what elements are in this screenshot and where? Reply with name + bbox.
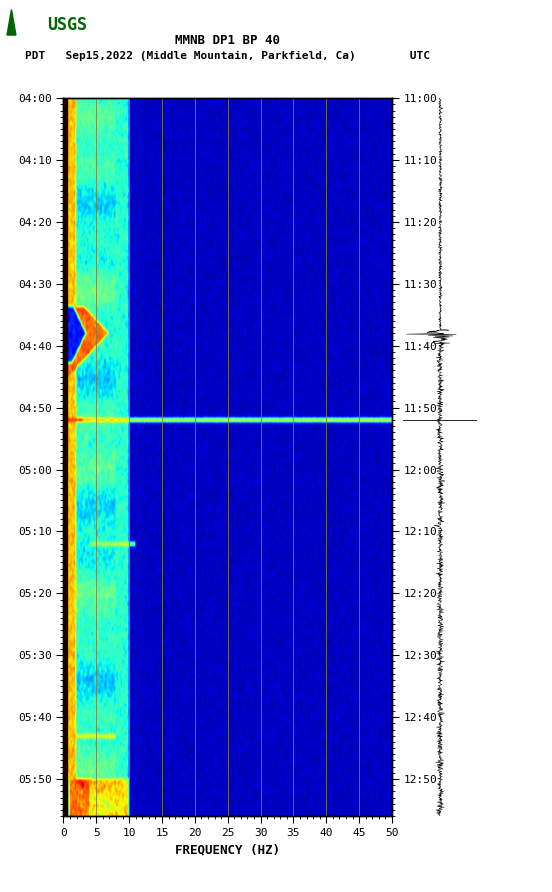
X-axis label: FREQUENCY (HZ): FREQUENCY (HZ) bbox=[175, 844, 280, 856]
Text: PDT   Sep15,2022 (Middle Mountain, Parkfield, Ca)        UTC: PDT Sep15,2022 (Middle Mountain, Parkfie… bbox=[25, 51, 430, 62]
Bar bbox=[63, 98, 67, 816]
Polygon shape bbox=[7, 10, 16, 35]
Text: MMNB DP1 BP 40: MMNB DP1 BP 40 bbox=[175, 34, 280, 46]
Text: USGS: USGS bbox=[47, 16, 87, 34]
